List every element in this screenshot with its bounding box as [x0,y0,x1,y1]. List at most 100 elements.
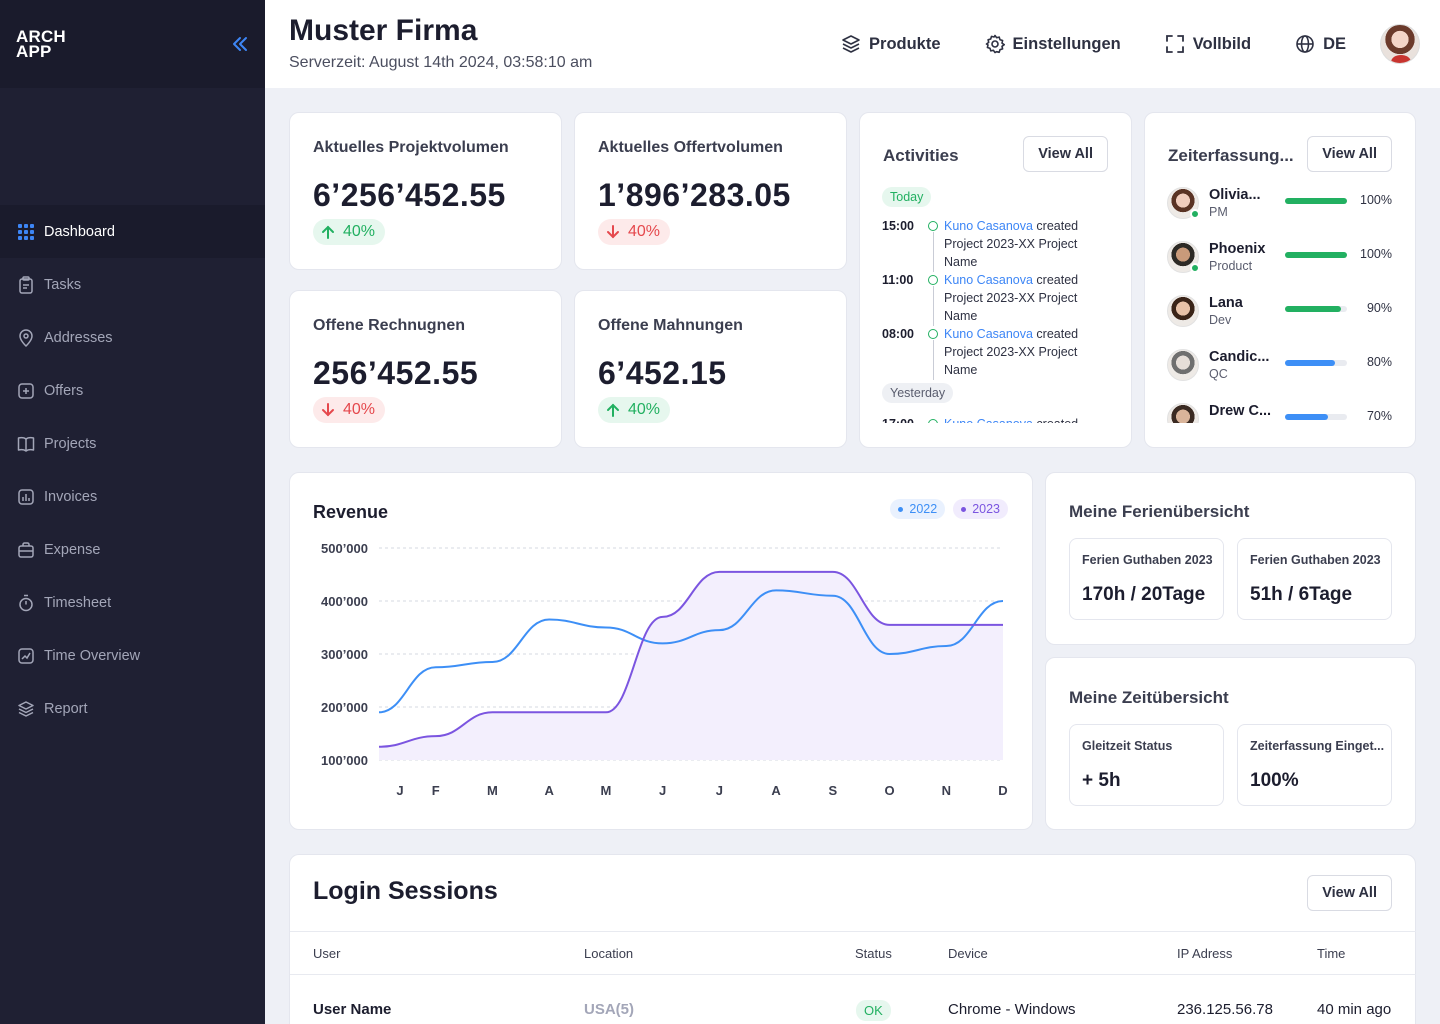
legend-dot [898,506,904,512]
products-button[interactable]: Produkte [841,34,941,54]
column-header-status[interactable]: Status [855,946,892,961]
cell-time: 40 min ago [1317,1001,1392,1018]
zeiterfassung-list[interactable]: Olivia... PM 100% Phoenix Product 100% Lana Dev… [1167,187,1392,423]
mini-label: Zeiterfassung Einget... [1250,739,1385,753]
team-member-row[interactable]: Lana Dev 90% [1167,295,1392,349]
briefcase-icon [17,541,35,559]
sidebar-item-invoices[interactable]: Invoices [0,470,265,523]
sidebar-item-dashboard[interactable]: Dashboard [0,205,265,258]
activity-item: 08:00 Kuno Casanova created Project 2023-… [882,325,1112,380]
collapse-sidebar-button[interactable] [231,35,249,53]
progress-fill [1285,414,1329,420]
team-member-row[interactable]: Candic... QC 80% [1167,349,1392,403]
sidebar-item-offers[interactable]: Offers [0,364,265,417]
server-time: Serverzeit: August 14th 2024, 03:58:10 a… [289,54,593,71]
team-member-row[interactable]: Olivia... PM 100% [1167,187,1392,241]
activity-user-link[interactable]: Kuno Casanova [944,219,1033,233]
team-member-info: Phoenix Product [1209,241,1287,273]
activity-user-link[interactable]: Kuno Casanova [944,417,1033,423]
column-header-ip[interactable]: IP Adress [1177,946,1233,961]
x-tick-label: J [716,783,723,798]
activity-description: created Project 2023-XX Project Name [944,219,1079,269]
progress-fill [1285,360,1335,366]
arrow-down-icon [607,225,619,239]
sidebar-item-timesheet[interactable]: Timesheet [0,576,265,629]
x-tick-label: D [998,783,1007,798]
sidebar-item-time-overview[interactable]: Time Overview [0,629,265,682]
y-tick-label: 500’000 [321,541,368,556]
progress-fill [1285,306,1341,312]
avatar [1167,241,1200,273]
brand-row: ARCH APP [0,0,265,88]
activities-card: Activities View All Today 15:00 Kuno Casa… [859,112,1132,448]
login-sessions-card: Login Sessions View All User Location St… [289,854,1416,1024]
legend-item-2022[interactable]: 2022 [890,499,946,519]
progress-bar [1285,198,1347,204]
sessions-view-all-button[interactable]: View All [1307,875,1392,911]
legend-item-2023[interactable]: 2023 [953,499,1008,519]
activities-title: Activities [883,146,959,165]
activities-list[interactable]: Today 15:00 Kuno Casanova created Project… [882,187,1112,423]
team-member-row[interactable]: Drew C... 70% [1167,403,1392,423]
sidebar-item-label: Invoices [44,488,98,505]
activity-time: 08:00 [882,327,914,341]
language-selector[interactable]: DE [1295,34,1346,54]
zeiterfassung-view-all-button[interactable]: View All [1307,136,1392,172]
stopwatch-icon [17,594,35,612]
activity-user-link[interactable]: Kuno Casanova [944,273,1033,287]
sidebar-item-addresses[interactable]: Addresses [0,311,265,364]
arrow-up-icon [607,403,619,417]
series-line-2022 [378,589,1004,714]
sidebar-item-projects[interactable]: Projects [0,417,265,470]
kpi-change-badge: 40% [598,397,671,423]
x-tick-label: F [432,783,440,798]
activities-yesterday: 17:00 Kuno Casanova created Project 2023-… [882,415,1112,423]
kpi-title: Offene Mahnungen [598,317,743,334]
x-tick-label: M [487,783,498,798]
activity-user-link[interactable]: Kuno Casanova [944,327,1033,341]
sidebar-item-tasks[interactable]: Tasks [0,258,265,311]
kpi-card: Aktuelles Projektvolumen 6’256’452.55 40… [289,112,562,270]
ferien-mini-card: Ferien Guthaben 2023 170h / 20Tage [1069,538,1224,620]
y-tick-label: 400’000 [321,594,368,609]
zeit-card: Meine Zeitübersicht Gleitzeit Status + 5… [1045,657,1416,830]
timeline-line [932,232,934,272]
fullscreen-button[interactable]: Vollbild [1165,34,1251,54]
timeline-marker [928,325,944,380]
fullscreen-label: Vollbild [1192,34,1252,53]
sidebar-item-report[interactable]: Report [0,682,265,735]
progress-bar [1285,252,1347,258]
user-avatar[interactable] [1380,24,1420,64]
mini-value: 51h / 6Tage [1250,584,1353,605]
mini-label: Ferien Guthaben 2023 [1250,553,1381,567]
activity-text: Kuno Casanova created Project 2023-XX Pr… [944,271,1109,325]
activity-description: created Project 2023-XX Project Name [944,273,1079,323]
team-member-row[interactable]: Phoenix Product 100% [1167,241,1392,295]
revenue-card: Revenue 2022 2023 500’000 400’000 300’000 2… [289,472,1033,830]
column-header-device[interactable]: Device [948,946,988,961]
settings-button[interactable]: Einstellungen [985,34,1121,54]
activity-item: 15:00 Kuno Casanova created Project 2023-… [882,217,1112,272]
app-logo[interactable]: ARCH APP [16,28,66,60]
x-tick-label: J [659,783,666,798]
mini-label: Ferien Guthaben 2023 [1082,553,1213,567]
sidebar-item-expense[interactable]: Expense [0,523,265,576]
globe-icon [1295,34,1315,54]
cell-user: User Name [313,1001,392,1018]
status-badge: OK [856,1000,891,1021]
sidebar-item-label: Report [44,700,88,717]
column-header-user[interactable]: User [313,946,341,961]
zeiterfassung-card: Zeiterfassung... View All Olivia... PM 100… [1144,112,1416,448]
column-header-time[interactable]: Time [1317,946,1346,961]
team-member-name: Phoenix [1209,241,1266,257]
activity-description: created Project 2023-XX Project Name [944,417,1078,423]
avatar [1167,295,1199,327]
language-label: DE [1323,34,1346,53]
kpi-change-badge: 40% [598,219,671,245]
column-header-location[interactable]: Location [584,946,634,961]
activities-view-all-button[interactable]: View All [1023,136,1108,172]
page-title: Muster Firma [289,14,478,47]
plus-square-icon [17,382,35,400]
kpi-card: Aktuelles Offertvolumen 1’896’283.05 40% [574,112,847,270]
sessions-title: Login Sessions [313,877,498,905]
